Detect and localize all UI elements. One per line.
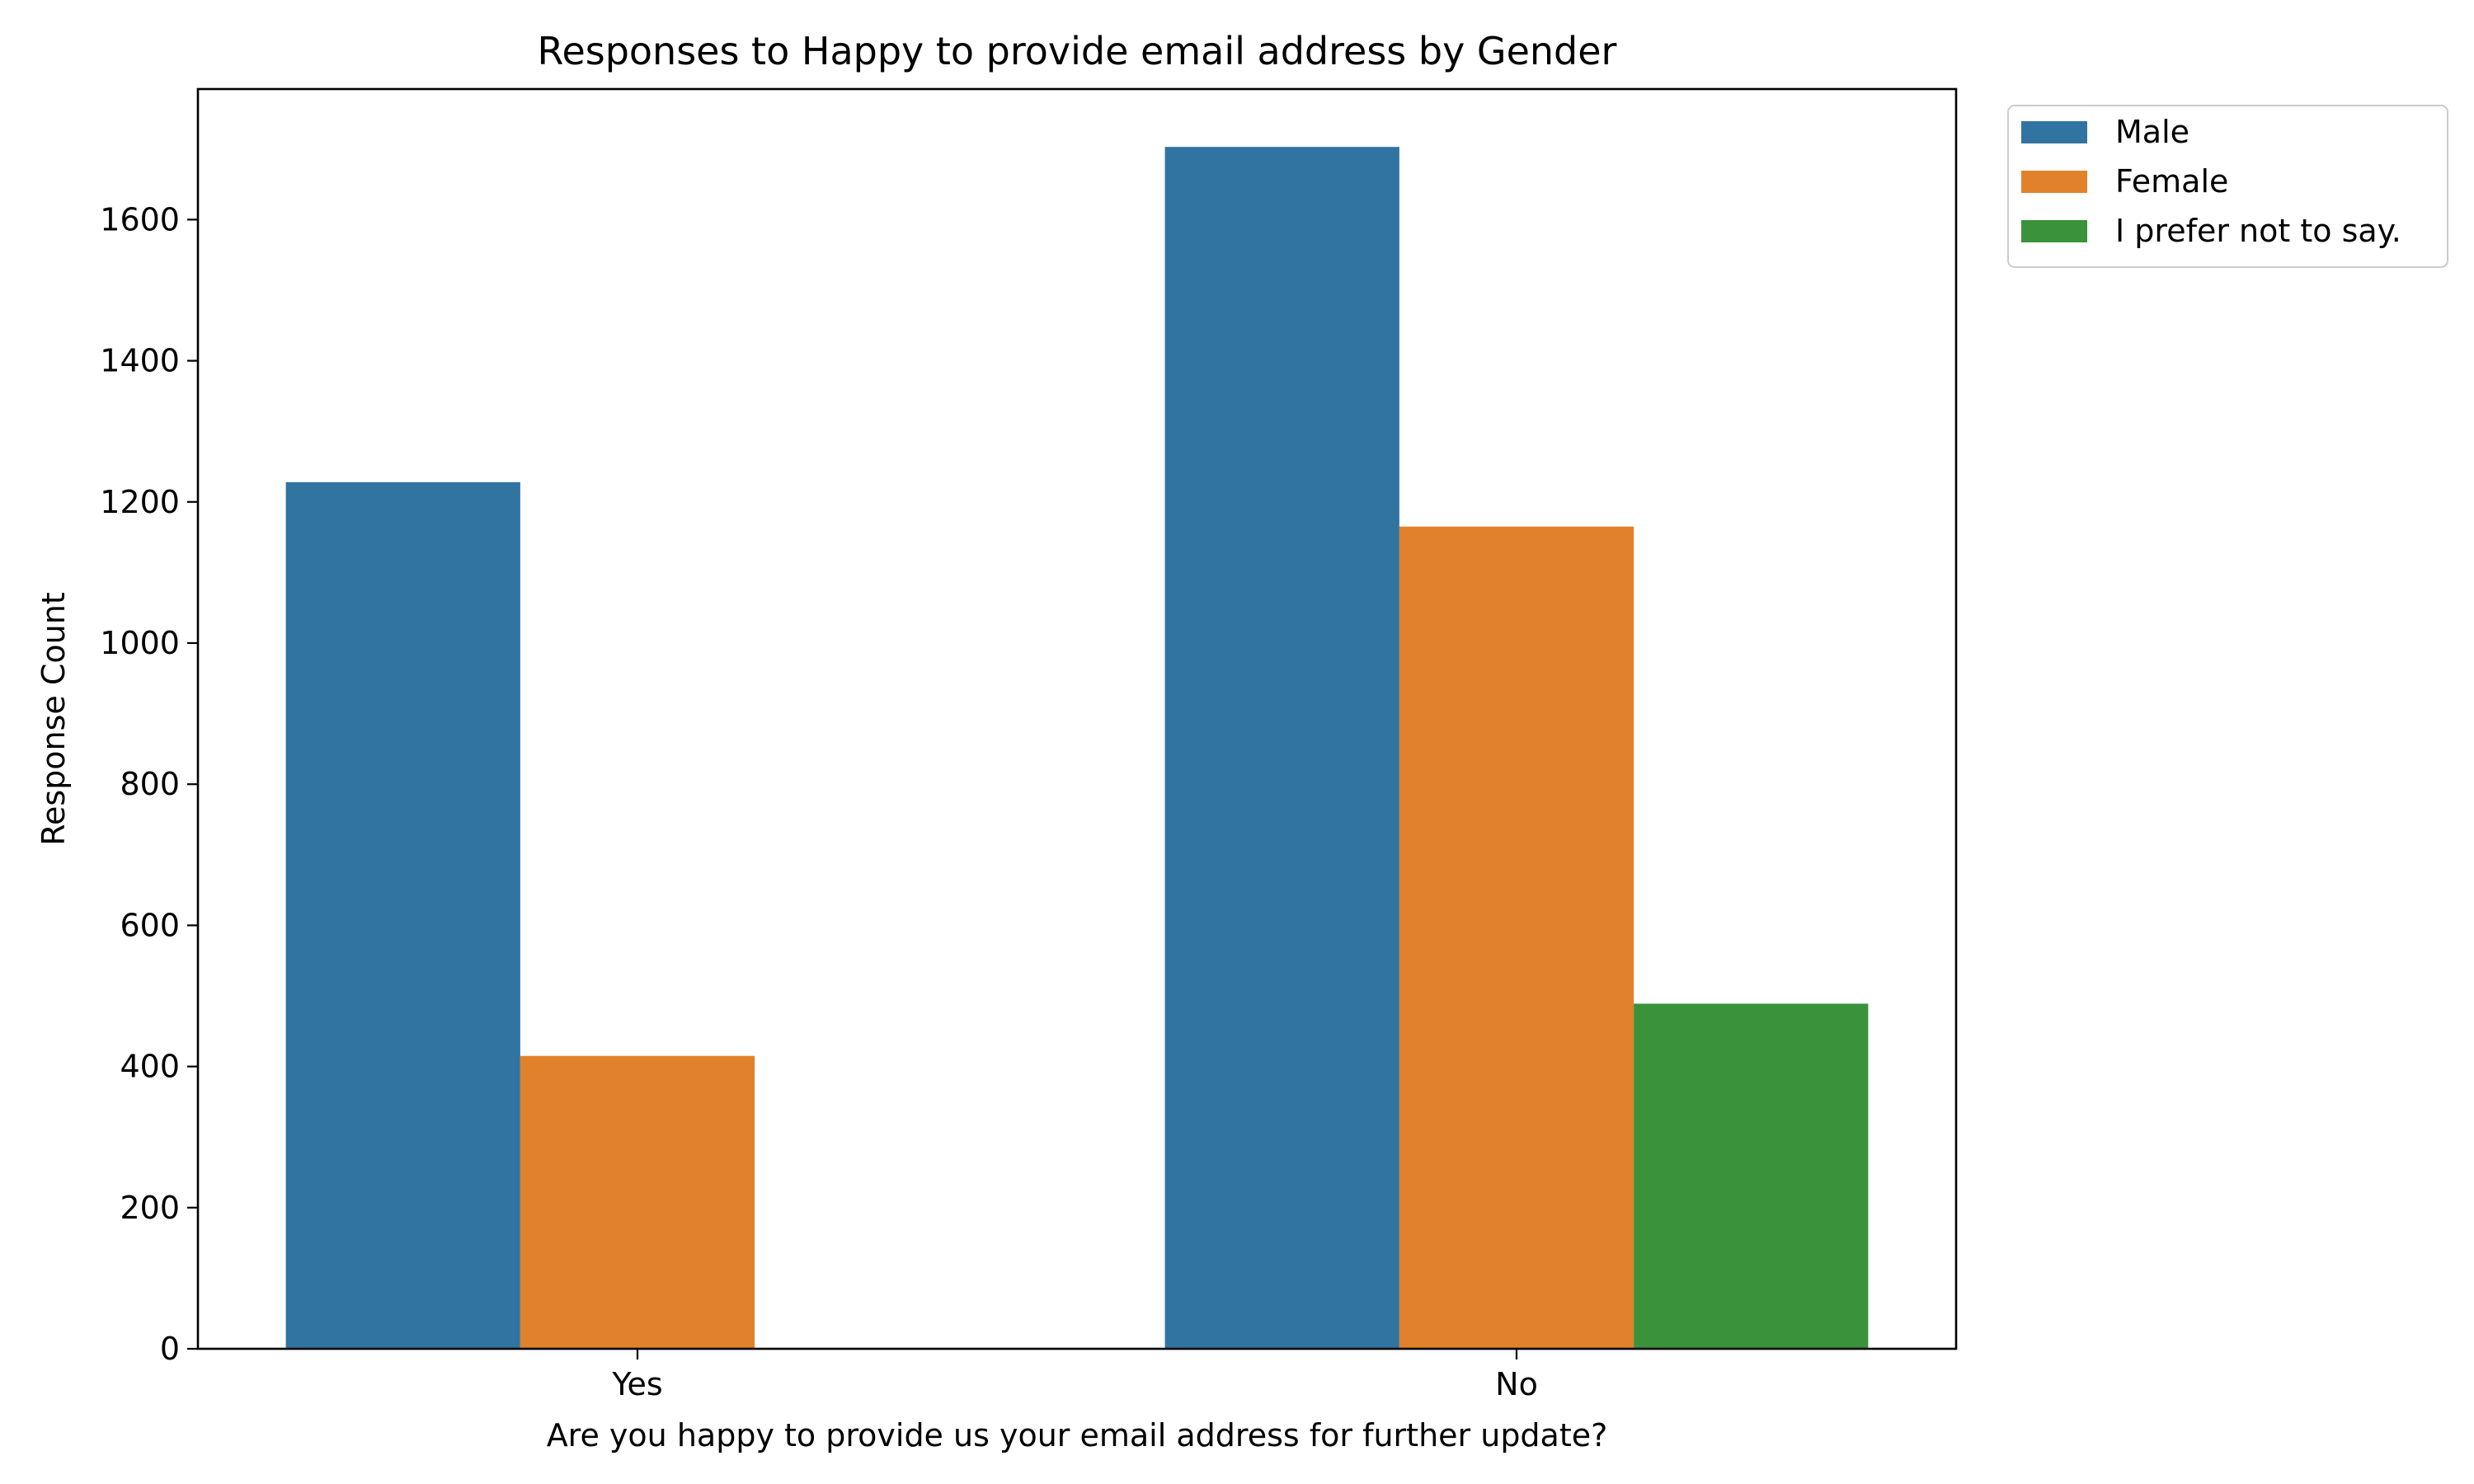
- x-axis: Yes No: [611, 1349, 1538, 1402]
- y-tick-label: 800: [120, 766, 180, 802]
- x-tick-label: Yes: [611, 1366, 662, 1402]
- y-tick-label: 1600: [100, 201, 180, 237]
- legend-swatch: [2021, 220, 2087, 242]
- legend-swatch: [2021, 121, 2087, 143]
- y-axis: 0 200 400 600 800 1000 1200 1400 1600: [100, 201, 198, 1367]
- legend-label: Female: [2115, 163, 2228, 200]
- legend-label: Male: [2115, 114, 2189, 150]
- x-axis-label: Are you happy to provide us your email a…: [547, 1417, 1608, 1453]
- y-tick-label: 200: [120, 1190, 180, 1226]
- plot-frame: [196, 87, 1958, 1350]
- y-tick-label: 600: [120, 907, 180, 943]
- y-tick-label: 1200: [100, 484, 180, 520]
- bar-female-yes: [520, 1055, 755, 1349]
- legend: Male Female I prefer not to say.: [2007, 105, 2448, 268]
- legend-frame: [2007, 105, 2448, 268]
- y-axis-label: Response Count: [35, 592, 72, 845]
- bar-male-yes: [285, 481, 520, 1349]
- y-tick-label: 1400: [100, 343, 180, 379]
- chart-title: Responses to Happy to provide email addr…: [538, 29, 1617, 73]
- y-tick-label: 0: [160, 1331, 180, 1367]
- bar-female-no: [1399, 526, 1634, 1349]
- legend-swatch: [2021, 171, 2087, 193]
- bar-i-prefer-not-to-say-no: [1634, 1003, 1869, 1349]
- x-tick-label: No: [1495, 1366, 1538, 1402]
- y-tick-label: 1000: [100, 625, 180, 661]
- bars: [285, 147, 1869, 1350]
- bar-male-no: [1164, 147, 1399, 1350]
- legend-label: I prefer not to say.: [2115, 213, 2401, 249]
- y-tick-label: 400: [120, 1049, 180, 1085]
